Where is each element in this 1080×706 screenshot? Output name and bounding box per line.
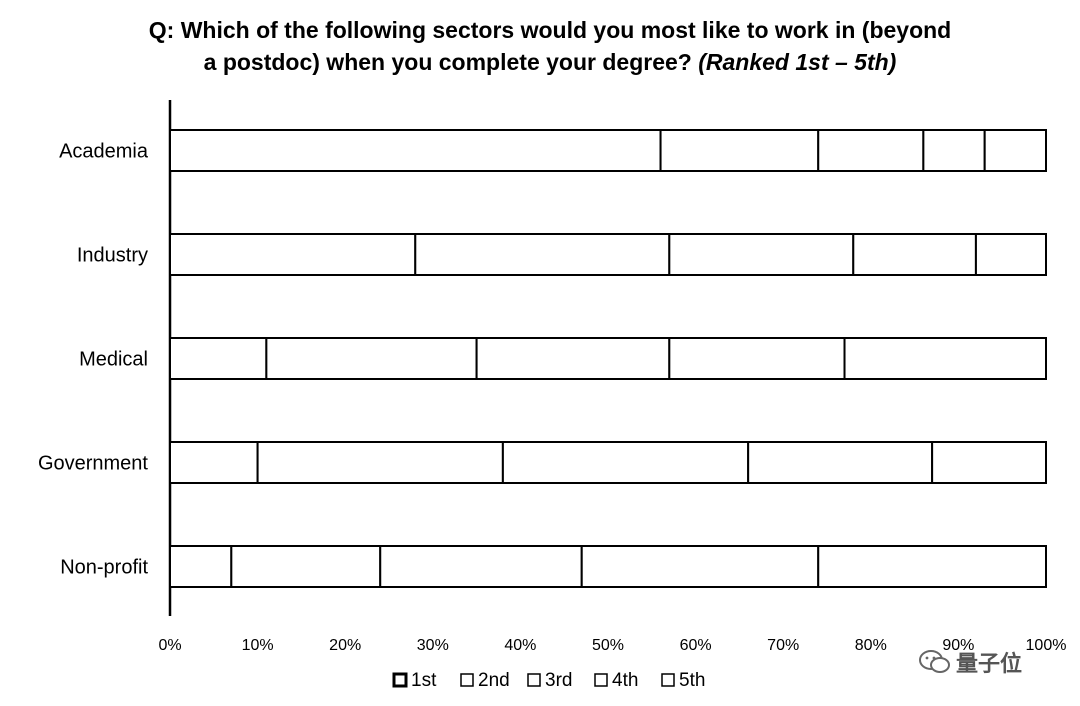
wechat-icon: [919, 650, 950, 673]
bar-segment-1st: [169, 233, 417, 276]
bar-segment-3rd: [668, 233, 855, 276]
bar-segment-5th: [974, 233, 1047, 276]
x-tick-label: 50%: [592, 637, 624, 654]
legend-swatch-3rd: [527, 673, 541, 687]
bar-segment-1st: [169, 545, 233, 588]
x-tick-label: 30%: [417, 637, 449, 654]
chart-title: Q: Which of the following sectors would …: [0, 14, 1080, 78]
x-tick-label: 20%: [329, 637, 361, 654]
x-tick-label: 40%: [504, 637, 536, 654]
x-tick-label: 80%: [855, 637, 887, 654]
watermark-text: 量子位: [956, 651, 1023, 676]
bar-segment-2nd: [256, 441, 504, 484]
bar-segment-3rd: [475, 337, 671, 380]
bar-segment-2nd: [659, 129, 820, 172]
bar-segment-3rd: [379, 545, 583, 588]
legend-swatch-5th: [661, 673, 675, 687]
bar-segment-3rd: [501, 441, 750, 484]
x-tick-label: 0%: [158, 637, 181, 654]
x-tick-label: 90%: [942, 637, 974, 654]
category-label: Medical: [79, 349, 148, 371]
x-tick-label: 10%: [242, 637, 274, 654]
bar-segment-2nd: [230, 545, 382, 588]
bar-segment-4th: [922, 129, 986, 172]
bar-segment-2nd: [265, 337, 478, 380]
bar-segment-2nd: [414, 233, 671, 276]
bar-segment-1st: [169, 337, 268, 380]
bar-segment-4th: [580, 545, 820, 588]
legend-swatch-2nd: [460, 673, 474, 687]
title-line-1: Q: Which of the following sectors would …: [148, 17, 952, 43]
legend-label: 2nd: [478, 670, 510, 691]
category-label: Academia: [59, 141, 149, 163]
legend-label: 3rd: [545, 670, 572, 691]
legend-label: 5th: [679, 670, 705, 691]
watermark: 量子位: [918, 646, 1022, 678]
category-label: Non-profit: [60, 557, 148, 579]
title-line-2-suffix: (Ranked 1st – 5th): [698, 49, 897, 75]
bar-segment-5th: [931, 441, 1047, 484]
legend-label: 1st: [411, 670, 437, 691]
bar-segment-5th: [983, 129, 1047, 172]
legend-swatch-1st: [392, 672, 408, 688]
category-label: Government: [38, 453, 148, 475]
x-tick-label: 60%: [680, 637, 712, 654]
title-line-2-prefix: a postdoc) when you complete your degree…: [203, 49, 692, 75]
bar-segment-3rd: [817, 129, 925, 172]
bar-segment-4th: [668, 337, 846, 380]
title-line-2: a postdoc) when you complete your degree…: [0, 46, 1080, 78]
legend-swatch-4th: [594, 673, 608, 687]
x-tick-label: 100%: [1026, 637, 1067, 654]
bar-segment-5th: [843, 337, 1048, 380]
bar-segment-4th: [747, 441, 934, 484]
category-label: Industry: [77, 245, 148, 267]
bar-segment-1st: [169, 129, 662, 172]
bar-segment-4th: [852, 233, 977, 276]
legend-label: 4th: [612, 670, 638, 691]
x-tick-label: 70%: [767, 637, 799, 654]
bar-segment-1st: [169, 441, 259, 484]
bar-segment-5th: [817, 545, 1047, 588]
